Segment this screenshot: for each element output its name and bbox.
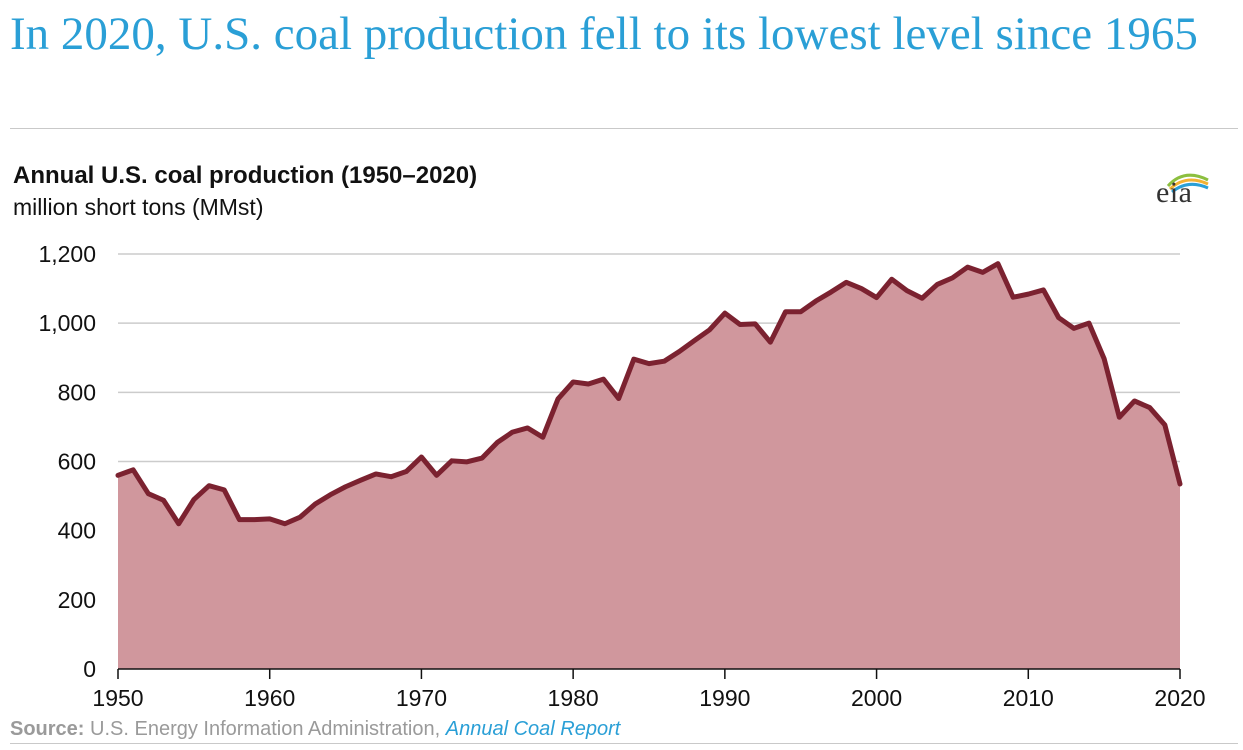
y-tick-label-1200: 1,200 bbox=[38, 241, 96, 267]
y-tick-label-800: 800 bbox=[58, 379, 96, 405]
headline: In 2020, U.S. coal production fell to it… bbox=[10, 8, 1198, 60]
source-text: U.S. Energy Information Administration, bbox=[84, 718, 446, 740]
x-tick-label-2010: 2010 bbox=[1003, 685, 1054, 711]
y-tick-label-600: 600 bbox=[58, 449, 96, 475]
x-tick-label-2000: 2000 bbox=[851, 685, 902, 711]
production-line bbox=[115, 261, 1183, 527]
x-tick-label-1970: 1970 bbox=[396, 685, 447, 711]
eia-logo-text: eia bbox=[1156, 176, 1193, 209]
y-tick-label-400: 400 bbox=[58, 518, 96, 544]
chart-subtitle: million short tons (MMst) bbox=[13, 194, 264, 220]
x-tick-label-1960: 1960 bbox=[244, 685, 295, 711]
y-tick-label-200: 200 bbox=[58, 587, 96, 613]
x-tick-label-2020: 2020 bbox=[1154, 685, 1205, 711]
chart-title: Annual U.S. coal production (1950–2020) bbox=[13, 162, 478, 189]
source-link[interactable]: Annual Coal Report bbox=[445, 718, 621, 740]
production-area bbox=[118, 263, 1180, 669]
x-tick-label-1980: 1980 bbox=[548, 685, 599, 711]
eia-logo: eia bbox=[1150, 162, 1220, 214]
top-divider bbox=[10, 128, 1238, 129]
x-tick-label-1950: 1950 bbox=[92, 685, 143, 711]
eia-swoosh-icon bbox=[1166, 173, 1209, 194]
bottom-divider bbox=[10, 743, 1238, 744]
y-tick-label-0: 0 bbox=[83, 656, 96, 682]
source-note: Source: U.S. Energy Information Administ… bbox=[10, 718, 620, 741]
source-label: Source: bbox=[10, 718, 85, 740]
y-tick-label-1000: 1,000 bbox=[38, 310, 96, 336]
x-tick-label-1990: 1990 bbox=[699, 685, 750, 711]
